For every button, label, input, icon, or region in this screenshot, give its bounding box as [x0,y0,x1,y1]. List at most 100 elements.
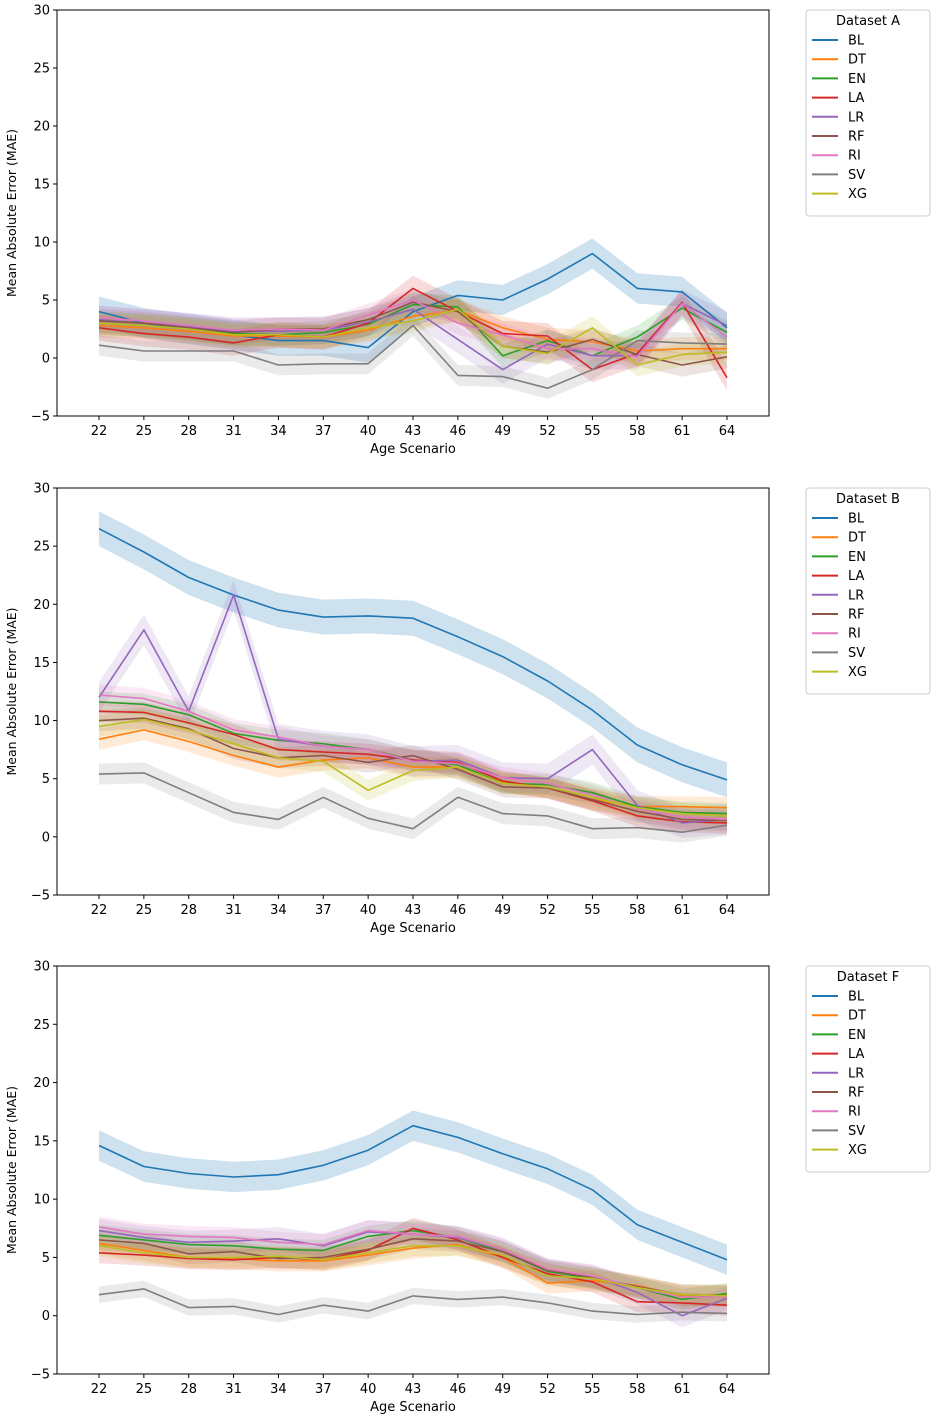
y-tick-label: 10 [33,714,50,729]
x-tick-label: 58 [629,903,646,918]
band-lr [99,289,727,384]
series-lines [98,252,728,390]
x-tick-label: 25 [136,903,153,918]
x-tick-label: 61 [674,424,691,439]
line-ri [98,299,728,358]
x-tick-label: 40 [360,424,377,439]
chart-panel-2: −5 0 5 10 15 20 25 30 22 25 28 31 34 37 40 43 46 49 52 55 58… [4,482,931,936]
x-tick-label: 58 [629,1382,646,1397]
x-tick-label: 55 [584,903,601,918]
x-tick-label: 28 [180,424,197,439]
legend: Dataset A BL DT EN LA LR RF RI SV XG [805,9,931,217]
line-bl [98,527,728,781]
legend-label-bl: BL [848,512,865,527]
x-tick-label: 49 [494,1382,511,1397]
x-tick-label: 58 [629,424,646,439]
x-tick-label: 46 [450,903,467,918]
y-tick-label: 25 [33,540,50,555]
legend-label-bl: BL [848,990,865,1005]
line-bl [98,1124,728,1261]
band-sv [99,1280,727,1323]
y-axis-label: Mean Absolute Error (MAE) [4,1086,19,1254]
line-la [98,710,728,824]
y-tick-label: 10 [33,1193,50,1208]
legend-title: Dataset A [836,14,900,29]
x-tick-label: 52 [539,424,556,439]
band-rf [99,290,727,377]
line-sv [98,772,728,834]
band-la [99,275,727,391]
line-xg [98,308,728,366]
y-tick-label: −5 [31,1368,50,1383]
legend-label-rf: RF [848,1086,865,1101]
chart-panel-3: −5 0 5 10 15 20 25 30 22 25 28 31 34 37 40 43 46 49 52 55 58… [4,960,931,1415]
legend-box [805,9,931,217]
band-lr [99,579,727,838]
legend-box [805,487,931,695]
x-tick-label: 37 [315,903,332,918]
x-tick-label: 61 [674,1382,691,1397]
band-rf [99,707,727,831]
legend-label-dt: DT [848,1009,866,1024]
legend-label-xg: XG [848,187,867,202]
y-tick-label: 25 [33,62,50,77]
confidence-bands [99,511,727,843]
y-axis-label: Mean Absolute Error (MAE) [4,607,19,775]
line-la [98,287,728,379]
x-tick-label: 64 [719,424,736,439]
band-dt [99,298,727,363]
x-tick-label: 22 [91,1382,108,1397]
band-xg [99,297,727,377]
y-tick-label: 20 [33,598,50,613]
legend-label-sv: SV [848,646,865,661]
x-tick-label: 37 [315,1382,332,1397]
y-tick-label: 5 [42,294,50,309]
legend-label-la: LA [848,569,865,584]
line-sv [98,324,728,390]
y-tick-label: 25 [33,1018,50,1033]
line-lr [98,302,728,371]
legend: Dataset F BL DT EN LA LR RF RI SV XG [805,965,931,1173]
band-lr [99,1219,727,1328]
legend-label-rf: RF [848,130,865,145]
legend-label-lr: LR [848,588,864,603]
legend-label-dt: DT [848,531,866,546]
legend-label-en: EN [848,1028,866,1043]
x-tick-label: 31 [225,903,242,918]
legend-label-xg: XG [848,1143,867,1158]
line-sv [98,1288,728,1316]
y-tick-label: 0 [42,352,50,367]
x-tick-label: 43 [405,903,422,918]
x-tick-label: 34 [270,424,287,439]
legend-label-ri: RI [848,1105,861,1120]
band-sv [99,315,727,399]
legend-label-sv: SV [848,168,865,183]
y-tick-label: 10 [33,236,50,251]
x-tick-label: 52 [539,1382,556,1397]
x-tick-label: 31 [225,1382,242,1397]
series-lines [98,1124,728,1317]
band-bl [99,511,727,798]
y-tick-label: 15 [33,178,50,193]
y-tick-label: 5 [42,1251,50,1266]
legend-label-rf: RF [848,608,865,623]
legend-label-dt: DT [848,53,866,68]
y-tick-label: 0 [42,1309,50,1324]
x-tick-label: 64 [719,1382,736,1397]
x-axis-label: Age Scenario [370,921,456,936]
y-tick-label: −5 [31,889,50,904]
legend-label-en: EN [848,550,866,565]
x-tick-label: 31 [225,424,242,439]
legend-label-la: LA [848,91,865,106]
y-tick-label: 20 [33,1076,50,1091]
chart-panel-1: −5 0 5 10 15 20 25 30 22 25 28 31 34 37 40 43 46 49 52 55 58… [4,4,931,457]
legend-box [805,965,931,1173]
x-tick-label: 25 [136,1382,153,1397]
x-tick-label: 43 [405,424,422,439]
legend-label-la: LA [848,1047,865,1062]
x-tick-label: 34 [270,903,287,918]
x-tick-label: 22 [91,424,108,439]
legend: Dataset B BL DT EN LA LR RF RI SV XG [805,487,931,695]
line-dt [98,309,727,352]
